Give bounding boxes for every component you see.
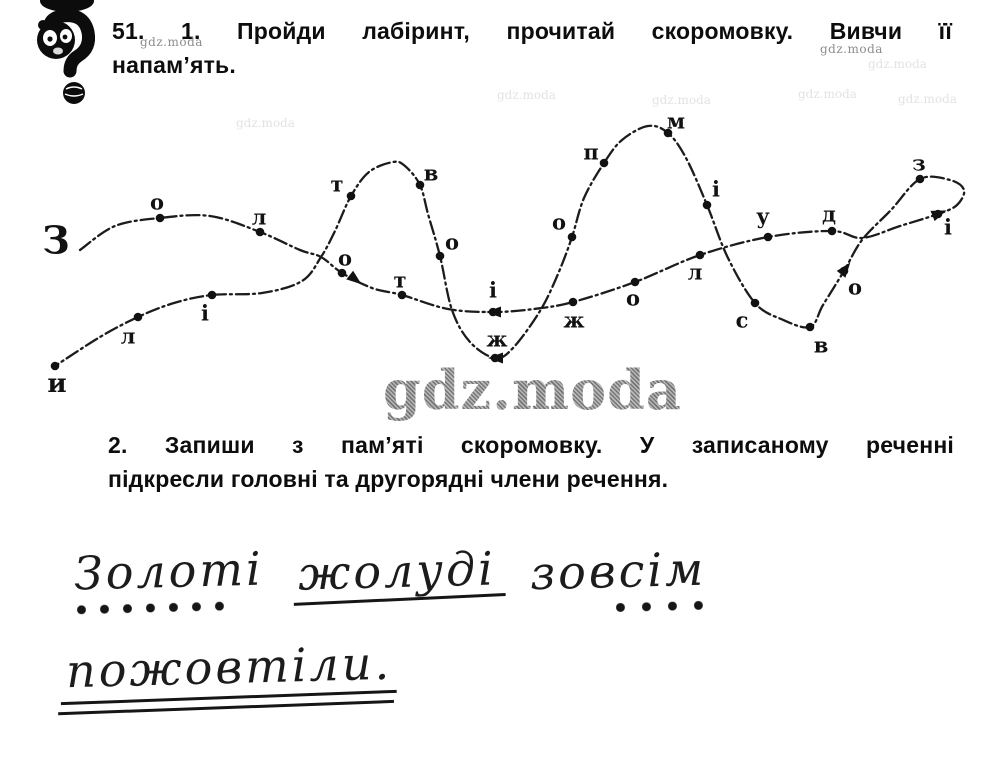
maze-letter: с [736, 308, 749, 333]
letter-dot [415, 180, 425, 190]
watermark-ghost: gdz.moda [497, 88, 556, 102]
task2-line2: підкресли головні та другорядні члени ре… [108, 466, 669, 492]
watermark-large: gdz.moda [383, 358, 682, 422]
maze-letter: і [489, 278, 497, 303]
maze-letter: о [338, 246, 352, 271]
maze-letter: о [150, 190, 164, 215]
letter-dot [435, 251, 445, 261]
watermark-ghost: gdz.moda [898, 92, 957, 106]
letter-dot [630, 277, 640, 287]
maze-letter: о [626, 286, 640, 311]
maze-path [53, 124, 966, 368]
task1-line1: 51. 1. Пройди лабіринт, прочитай скоромо… [112, 18, 952, 44]
letter-dot [915, 174, 925, 184]
watermark-small-1: gdz.moda [140, 35, 203, 49]
handwritten-answer-line1: Золоті жолуді зовсім [73, 541, 707, 601]
letter-dot [255, 227, 265, 237]
maze-letter: т [330, 172, 343, 197]
maze-letter: л [252, 205, 267, 230]
letter-dot [133, 312, 143, 322]
direction-arrow [930, 210, 947, 222]
maze-letter: ж [486, 327, 507, 352]
direction-arrow [488, 352, 503, 364]
letter-dot [568, 297, 578, 307]
maze-letter: і [944, 215, 952, 240]
letter-dot [827, 226, 837, 236]
maze-letter: в [814, 333, 829, 358]
letter-dot [750, 298, 760, 308]
letter-dot [599, 158, 609, 168]
maze-letter: и [47, 369, 66, 399]
maze-letter: і [712, 177, 720, 202]
watermark-ghost: gdz.moda [652, 93, 711, 107]
task1-instruction: 51. 1. Пройди лабіринт, прочитай скоромо… [112, 14, 952, 82]
direction-arrow [836, 262, 851, 278]
answer-word: пожовтіли. [65, 635, 393, 699]
answer-word: Золоті [73, 541, 265, 601]
maze-letter: ж [563, 308, 584, 333]
letter-dot [207, 290, 217, 300]
handwritten-answer-line2: пожовтіли. [65, 636, 392, 699]
maze-letter: о [848, 275, 862, 300]
maze-letter: п [583, 140, 598, 165]
watermark-ghost: gdz.moda [798, 87, 857, 101]
task2-instruction: 2. Запиши з пам’яті скоромовку. У записа… [108, 428, 954, 496]
watermark-small-2: gdz.moda [820, 42, 883, 56]
letter-dot [155, 213, 165, 223]
question-mark-mascot-icon [37, 0, 95, 104]
maze-letter: т [393, 268, 406, 293]
watermark-ghost: gdz.moda [236, 116, 295, 130]
maze-letter: і [201, 301, 209, 326]
task2-line1: 2. Запиши з пам’яті скоромовку. У записа… [108, 432, 954, 458]
maze-letter: м [667, 109, 685, 134]
answer-word: зовсім [528, 541, 707, 601]
maze-letter: л [688, 260, 703, 285]
maze-letter: д [822, 202, 836, 227]
maze-letter: у [756, 204, 770, 229]
letter-dot [663, 128, 673, 138]
letter-dot [337, 268, 347, 278]
letter-dot [397, 290, 407, 300]
maze-letter: л [121, 324, 136, 349]
letter-dot [50, 361, 60, 371]
direction-arrow [486, 306, 501, 318]
maze-letter: о [445, 230, 459, 255]
letter-dot [763, 232, 773, 242]
maze-letter: З [42, 218, 69, 263]
letter-dot [695, 250, 705, 260]
letter-dot [567, 232, 577, 242]
maze-letter: в [424, 161, 439, 186]
direction-arrow [346, 270, 362, 285]
letter-dot [702, 200, 712, 210]
task1-line2: напам’ять. [112, 52, 236, 78]
watermark-ghost: gdz.moda [868, 57, 927, 71]
maze-letter: з [912, 151, 925, 176]
letter-dot [346, 191, 356, 201]
maze-letter: о [552, 210, 566, 235]
answer-word: жолуді [296, 541, 497, 601]
letter-dot [805, 322, 815, 332]
